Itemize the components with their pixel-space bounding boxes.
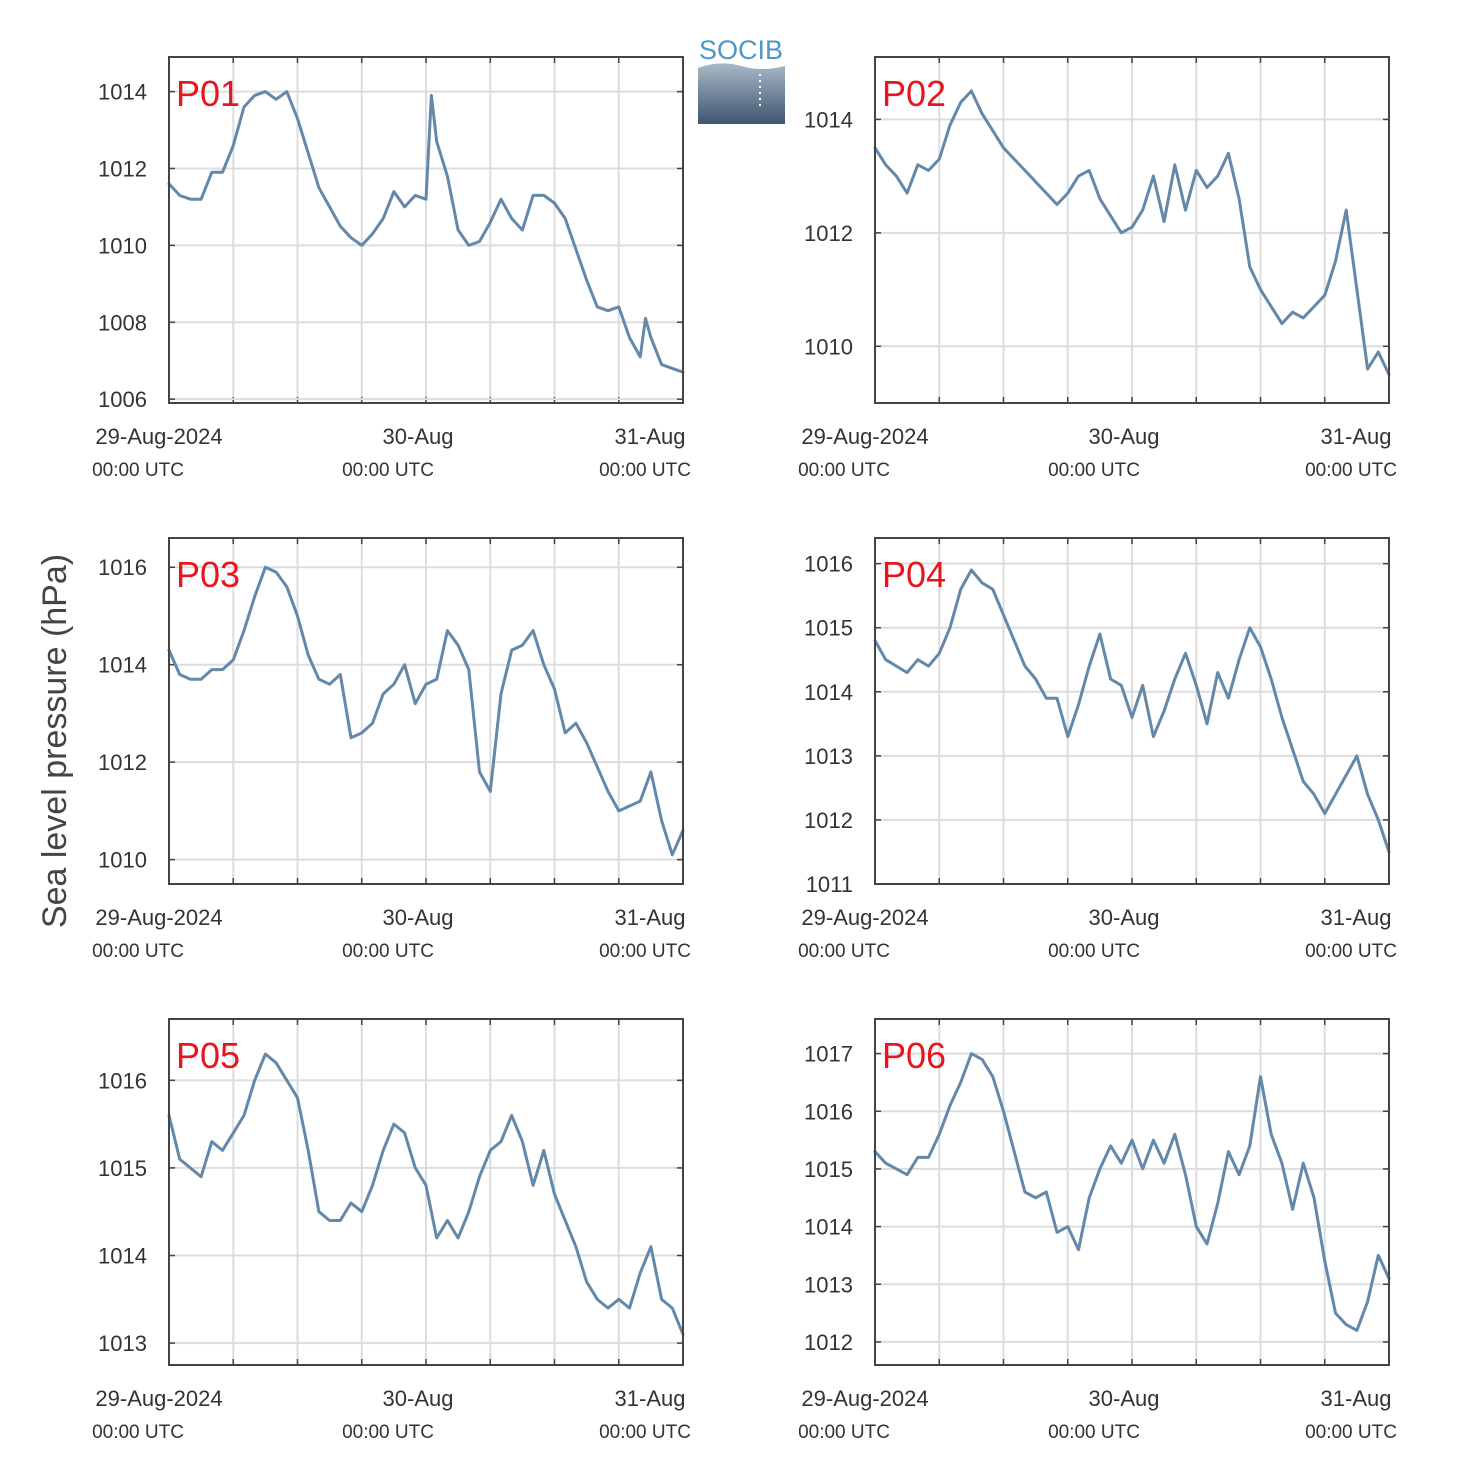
socib-logo: SOCIB bbox=[698, 35, 785, 124]
y-tick-label: 1010 bbox=[98, 848, 147, 873]
x-time-label: 00:00 UTC bbox=[1305, 1422, 1397, 1443]
logo-wave-mark bbox=[698, 63, 785, 124]
x-time-label: 00:00 UTC bbox=[1305, 941, 1397, 962]
y-tick-label: 1006 bbox=[98, 387, 147, 412]
x-time-label: 00:00 UTC bbox=[599, 1422, 691, 1443]
x-date-label: 31-Aug bbox=[1321, 905, 1392, 930]
x-date-label: 30-Aug bbox=[1089, 424, 1160, 449]
panels: 1006 1008 1010 1012 1014 P01 29-Aug-2024 00:00 … bbox=[92, 56, 1397, 1443]
y-tick-label: 1015 bbox=[804, 616, 853, 641]
x-time-label: 00:00 UTC bbox=[92, 460, 184, 481]
x-date-label: 29-Aug-2024 bbox=[801, 905, 928, 930]
x-date-label: 29-Aug-2024 bbox=[95, 424, 222, 449]
x-date-label: 30-Aug bbox=[1089, 1386, 1160, 1411]
x-date-label: 29-Aug-2024 bbox=[801, 424, 928, 449]
x-date-label: 29-Aug-2024 bbox=[95, 905, 222, 930]
x-time-label: 00:00 UTC bbox=[599, 460, 691, 481]
panel-label: P06 bbox=[882, 1035, 946, 1076]
x-time-label: 00:00 UTC bbox=[1048, 1422, 1140, 1443]
panel-p01: 1006 1008 1010 1012 1014 P01 29-Aug-2024 00:00 … bbox=[92, 56, 691, 481]
y-tick-label: 1012 bbox=[98, 156, 147, 181]
x-date-label: 30-Aug bbox=[383, 905, 454, 930]
x-date-label: 30-Aug bbox=[383, 424, 454, 449]
x-date-label: 30-Aug bbox=[383, 1386, 454, 1411]
panel-label: P05 bbox=[176, 1035, 240, 1076]
x-date-label: 29-Aug-2024 bbox=[95, 1386, 222, 1411]
y-tick-label: 1013 bbox=[804, 744, 853, 769]
x-time-label: 00:00 UTC bbox=[798, 941, 890, 962]
logo-text: SOCIB bbox=[699, 35, 783, 65]
y-tick-label: 1014 bbox=[98, 653, 147, 678]
x-time-label: 00:00 UTC bbox=[798, 460, 890, 481]
y-tick-label: 1012 bbox=[804, 808, 853, 833]
y-tick-label: 1014 bbox=[98, 1244, 147, 1269]
series-line bbox=[873, 1052, 1391, 1332]
panel-label: P03 bbox=[176, 554, 240, 595]
panel-label: P01 bbox=[176, 73, 240, 114]
y-tick-label: 1014 bbox=[98, 80, 147, 105]
x-time-label: 00:00 UTC bbox=[1305, 460, 1397, 481]
x-time-label: 00:00 UTC bbox=[92, 941, 184, 962]
x-date-label: 31-Aug bbox=[615, 905, 686, 930]
series-line bbox=[873, 568, 1391, 854]
panel-p02: 1010 1012 1014 P02 29-Aug-2024 00:00 UTC 30-Au… bbox=[798, 56, 1397, 481]
x-time-label: 00:00 UTC bbox=[599, 941, 691, 962]
plot-frame bbox=[168, 56, 684, 404]
y-tick-label: 1013 bbox=[804, 1272, 853, 1297]
y-tick-label: 1017 bbox=[804, 1042, 853, 1067]
panel-p04: 1011 1012 1013 1014 1015 1016 P04 29-Aug-2024 00… bbox=[798, 537, 1397, 962]
y-tick-label: 1014 bbox=[804, 1215, 853, 1240]
x-date-label: 31-Aug bbox=[615, 1386, 686, 1411]
y-tick-label: 1010 bbox=[804, 334, 853, 359]
x-time-label: 00:00 UTC bbox=[798, 1422, 890, 1443]
series-line bbox=[167, 90, 685, 374]
plot-frame bbox=[168, 1018, 684, 1366]
plot-frame bbox=[874, 56, 1390, 404]
x-date-label: 31-Aug bbox=[1321, 424, 1392, 449]
x-time-label: 00:00 UTC bbox=[342, 1422, 434, 1443]
series-line bbox=[167, 565, 685, 857]
panel-p03: 1010 1012 1014 1016 P03 29-Aug-2024 00:00 UTC 3… bbox=[92, 537, 691, 962]
y-tick-label: 1012 bbox=[804, 1330, 853, 1355]
x-time-label: 00:00 UTC bbox=[92, 1422, 184, 1443]
panel-label: P04 bbox=[882, 554, 946, 595]
x-date-label: 31-Aug bbox=[1321, 1386, 1392, 1411]
panel-label: P02 bbox=[882, 73, 946, 114]
series-line bbox=[873, 89, 1391, 377]
y-tick-label: 1010 bbox=[98, 233, 147, 258]
y-tick-label: 1015 bbox=[804, 1157, 853, 1182]
y-tick-label: 1014 bbox=[804, 107, 853, 132]
x-date-label: 31-Aug bbox=[615, 424, 686, 449]
y-tick-label: 1011 bbox=[806, 872, 853, 897]
series-line bbox=[167, 1052, 685, 1336]
x-time-label: 00:00 UTC bbox=[342, 460, 434, 481]
y-tick-label: 1016 bbox=[98, 1068, 147, 1093]
y-tick-label: 1014 bbox=[804, 680, 853, 705]
x-time-label: 00:00 UTC bbox=[1048, 941, 1140, 962]
y-tick-label: 1012 bbox=[804, 221, 853, 246]
y-tick-label: 1008 bbox=[98, 310, 147, 335]
plot-frame bbox=[874, 537, 1390, 885]
y-tick-label: 1016 bbox=[98, 555, 147, 580]
x-date-label: 30-Aug bbox=[1089, 905, 1160, 930]
plot-frame bbox=[874, 1018, 1390, 1366]
x-time-label: 00:00 UTC bbox=[1048, 460, 1140, 481]
x-date-label: 29-Aug-2024 bbox=[801, 1386, 928, 1411]
x-time-label: 00:00 UTC bbox=[342, 941, 434, 962]
y-tick-label: 1016 bbox=[804, 1099, 853, 1124]
y-tick-label: 1015 bbox=[98, 1156, 147, 1181]
y-tick-label: 1016 bbox=[804, 552, 853, 577]
plot-frame bbox=[168, 537, 684, 885]
y-tick-label: 1012 bbox=[98, 750, 147, 775]
y-tick-label: 1013 bbox=[98, 1331, 147, 1356]
panel-p05: 1013 1014 1015 1016 P05 29-Aug-2024 00:00 UTC 3… bbox=[92, 1018, 691, 1443]
y-axis-label: Sea level pressure (hPa) bbox=[36, 554, 74, 928]
panel-p06: 1012 1013 1014 1015 1016 1017 P06 29-Aug-2024 00… bbox=[798, 1018, 1397, 1443]
